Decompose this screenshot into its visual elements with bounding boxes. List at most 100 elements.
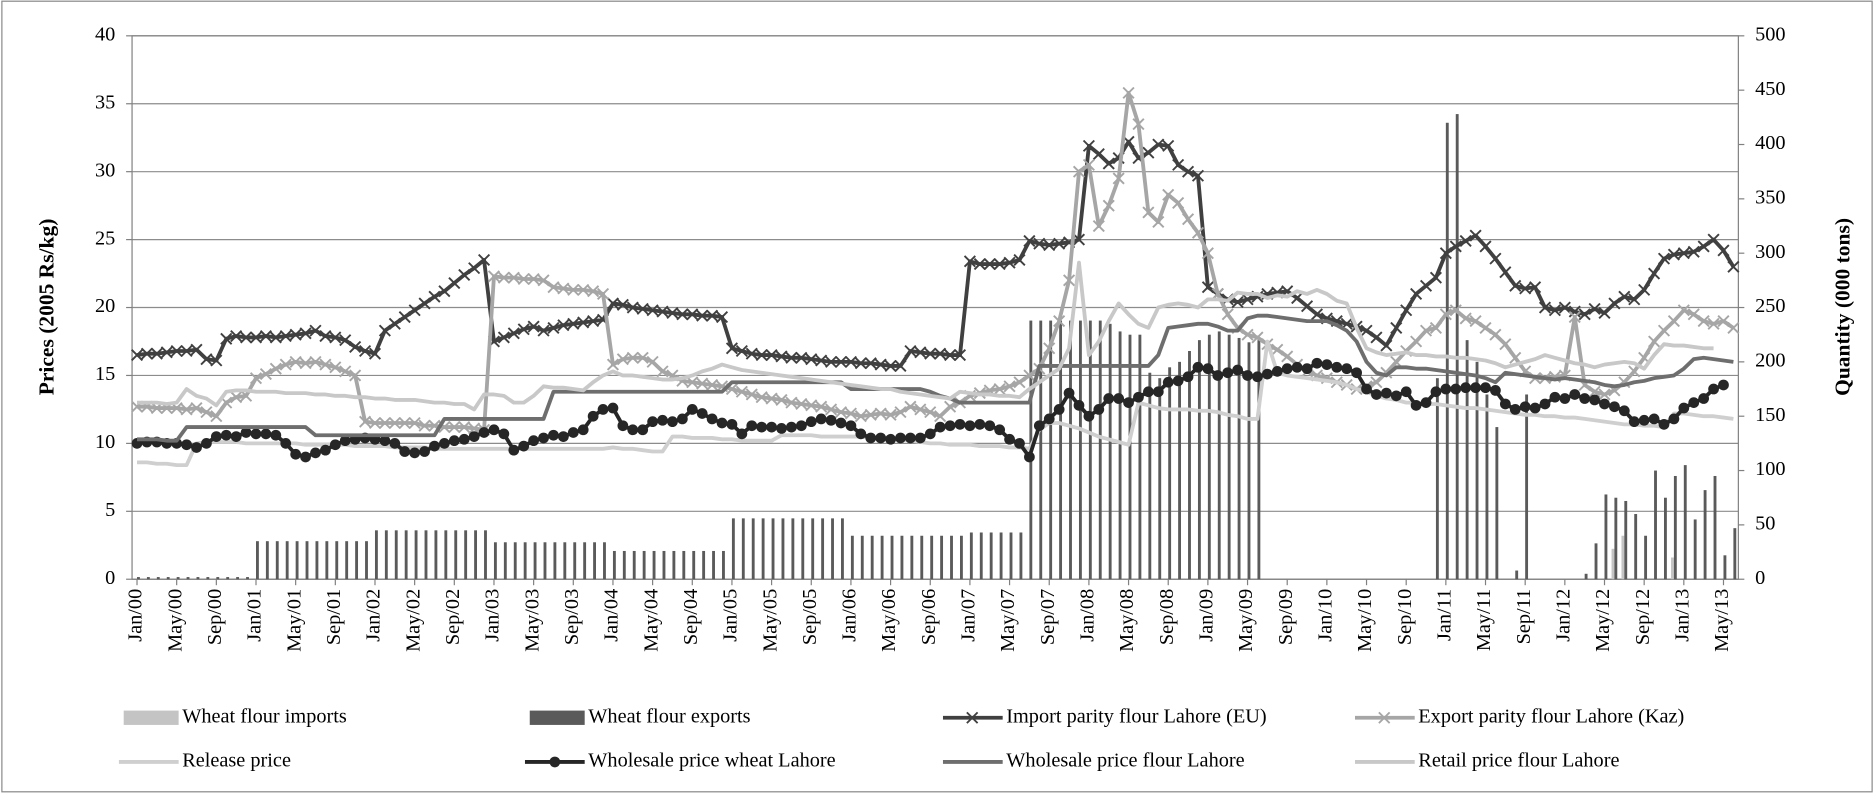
bar [493,542,497,580]
marker [597,404,609,415]
marker [874,358,887,371]
marker [398,310,411,324]
marker [736,428,748,440]
marker [805,399,818,412]
marker [646,304,659,317]
marker [785,351,798,364]
marker [547,321,560,334]
marker [696,408,708,419]
marker [676,413,688,425]
marker [567,317,580,330]
marker [487,270,501,283]
marker [458,433,470,445]
marker [606,297,620,310]
marker [1311,357,1323,369]
marker [339,435,351,447]
bar [1703,490,1707,580]
marker [279,330,292,343]
marker [448,435,460,447]
bar [365,541,368,580]
bar [275,541,279,580]
markers [130,135,1740,372]
bar [831,518,834,580]
bar [543,542,547,580]
x-tick-label: Sep/08 [1156,589,1178,645]
marker [844,355,857,368]
marker [1162,376,1174,388]
marker [527,320,540,333]
y-tick-label: 40 [95,23,115,45]
marker [1242,370,1253,381]
marker [1529,281,1542,294]
marker [1182,371,1194,383]
bar [1455,114,1459,580]
marker [606,358,620,371]
bar [146,577,150,580]
marker [279,358,292,371]
bar [196,577,200,580]
marker [409,447,421,459]
marker [1014,438,1025,449]
marker [1687,308,1700,321]
bar [137,577,140,580]
bar [1168,367,1172,580]
marker [1628,416,1640,428]
bar [930,535,934,580]
marker [1460,382,1472,394]
bar [1138,334,1142,580]
bar [622,550,626,580]
marker [1569,389,1581,400]
marker [1092,147,1105,161]
marker [299,357,312,370]
marker [944,349,957,362]
marker [259,330,272,343]
bar [801,518,805,580]
marker [944,420,956,432]
marker [815,413,827,425]
marker [160,346,173,359]
marker [746,420,758,432]
marker [726,418,738,430]
x-tick-label: Sep/05 [799,589,821,645]
marker [1420,397,1432,408]
marker [1192,361,1204,373]
y2-tick-label: 400 [1755,132,1785,154]
marker [448,421,461,434]
marker [944,400,957,413]
marker [1559,393,1571,404]
marker [1172,158,1185,171]
marker [1222,367,1234,379]
marker [1013,376,1026,389]
x-tick-label: Sep/11 [1513,589,1535,645]
x-tick-label: May/11 [1473,589,1495,651]
bar [761,518,765,580]
marker [1380,387,1392,399]
marker [408,416,421,430]
bar [920,535,924,580]
marker [1063,387,1075,399]
marker [399,446,411,457]
x-tick-label: Jan/12 [1552,589,1574,642]
bar [1019,532,1023,580]
marker [1221,308,1234,321]
bar [1009,532,1013,580]
bar [811,518,815,580]
x-tick-label: Sep/06 [918,589,940,645]
marker [558,431,569,442]
marker [1143,386,1154,398]
marker [240,427,252,438]
line [137,313,1734,443]
marker [1162,139,1175,152]
marker [1618,405,1630,417]
marker [200,353,213,366]
marker [1271,343,1284,356]
marker [259,368,272,381]
marker [1004,433,1015,445]
marker [864,357,877,370]
marker [1718,379,1729,391]
marker [865,432,877,444]
marker [815,354,828,367]
marker [517,272,530,286]
marker [1599,398,1610,410]
